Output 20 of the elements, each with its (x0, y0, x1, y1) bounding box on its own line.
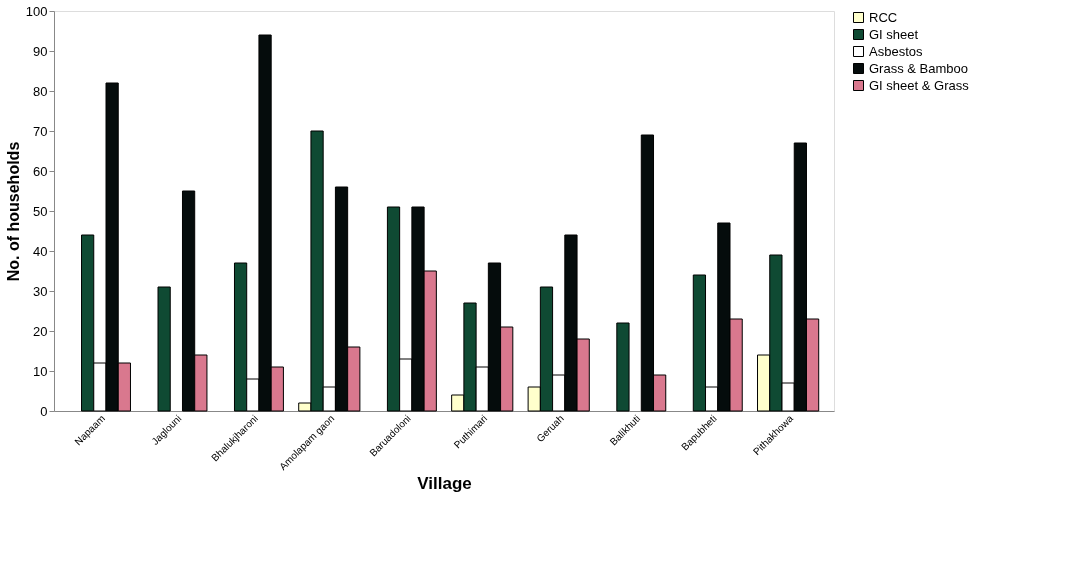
legend-label: GI sheet & Grass (869, 77, 970, 93)
legend-label: RCC (869, 9, 898, 25)
x-axis-title: Village (417, 474, 472, 494)
y-tick-label: 50 (33, 203, 48, 219)
y-tick-label: 0 (40, 403, 48, 419)
y-tick-label: 60 (33, 163, 48, 179)
legend-label: Grass & Bamboo (869, 60, 968, 76)
y-tick-label: 80 (33, 83, 48, 99)
bar (157, 286, 171, 412)
bar (616, 322, 630, 412)
y-tick-label: 30 (33, 283, 48, 299)
legend-label: Asbestos (869, 43, 923, 59)
y-tick-label: 40 (33, 243, 48, 259)
y-tick-label: 70 (33, 123, 48, 139)
y-tick-label: 20 (33, 323, 48, 339)
y-tick-label: 100 (25, 3, 48, 19)
y-tick-label: 90 (33, 43, 48, 59)
y-tick-label: 10 (33, 363, 48, 379)
y-axis-title: No. of households (4, 141, 22, 282)
legend-label: GI sheet (869, 26, 919, 42)
